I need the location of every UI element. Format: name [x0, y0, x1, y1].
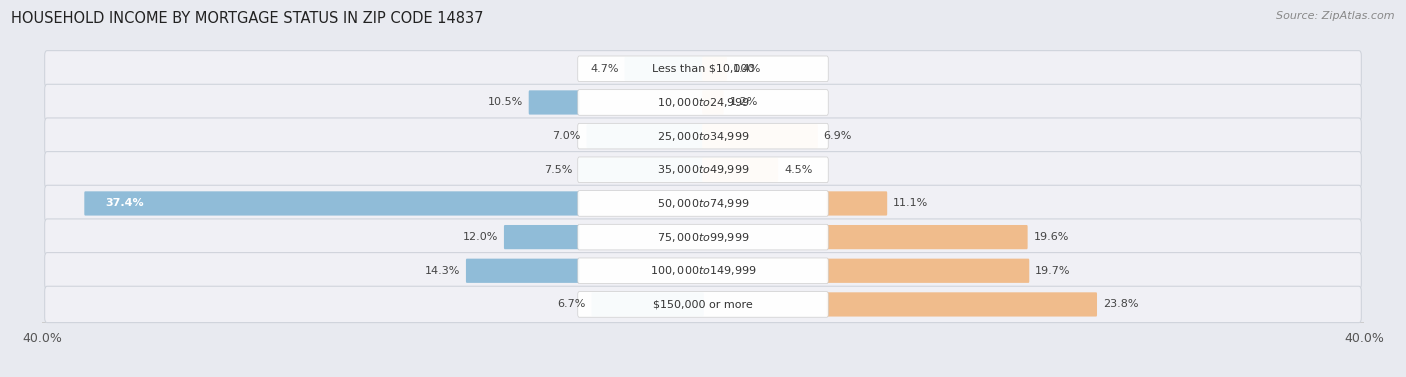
- FancyBboxPatch shape: [702, 90, 724, 115]
- FancyBboxPatch shape: [702, 57, 727, 81]
- FancyBboxPatch shape: [578, 224, 828, 250]
- Text: 23.8%: 23.8%: [1102, 299, 1139, 310]
- FancyBboxPatch shape: [578, 56, 828, 81]
- FancyBboxPatch shape: [578, 191, 828, 216]
- FancyBboxPatch shape: [578, 90, 828, 115]
- Text: 6.7%: 6.7%: [557, 299, 586, 310]
- Text: $50,000 to $74,999: $50,000 to $74,999: [657, 197, 749, 210]
- FancyBboxPatch shape: [578, 292, 828, 317]
- Text: 19.7%: 19.7%: [1035, 266, 1070, 276]
- FancyBboxPatch shape: [578, 158, 704, 182]
- Text: 7.5%: 7.5%: [544, 165, 572, 175]
- FancyBboxPatch shape: [592, 292, 704, 317]
- FancyBboxPatch shape: [45, 84, 1361, 121]
- Text: $75,000 to $99,999: $75,000 to $99,999: [657, 231, 749, 244]
- FancyBboxPatch shape: [578, 123, 828, 149]
- Text: 6.9%: 6.9%: [824, 131, 852, 141]
- Text: 7.0%: 7.0%: [553, 131, 581, 141]
- Text: 10.5%: 10.5%: [488, 98, 523, 107]
- Text: 37.4%: 37.4%: [105, 198, 143, 208]
- FancyBboxPatch shape: [45, 51, 1361, 87]
- FancyBboxPatch shape: [45, 185, 1361, 222]
- FancyBboxPatch shape: [624, 57, 704, 81]
- FancyBboxPatch shape: [45, 152, 1361, 188]
- Text: 4.5%: 4.5%: [785, 165, 813, 175]
- FancyBboxPatch shape: [827, 192, 887, 216]
- FancyBboxPatch shape: [586, 124, 704, 148]
- FancyBboxPatch shape: [578, 157, 828, 182]
- Text: 11.1%: 11.1%: [893, 198, 928, 208]
- FancyBboxPatch shape: [503, 225, 579, 249]
- Text: 14.3%: 14.3%: [425, 266, 460, 276]
- Text: $10,000 to $24,999: $10,000 to $24,999: [657, 96, 749, 109]
- Text: $25,000 to $34,999: $25,000 to $34,999: [657, 130, 749, 143]
- Text: 1.2%: 1.2%: [730, 98, 758, 107]
- Text: $150,000 or more: $150,000 or more: [654, 299, 752, 310]
- FancyBboxPatch shape: [84, 192, 579, 216]
- FancyBboxPatch shape: [702, 124, 818, 148]
- FancyBboxPatch shape: [578, 258, 828, 284]
- Text: $35,000 to $49,999: $35,000 to $49,999: [657, 163, 749, 176]
- FancyBboxPatch shape: [827, 259, 1029, 283]
- Text: 19.6%: 19.6%: [1033, 232, 1069, 242]
- Text: Less than $10,000: Less than $10,000: [652, 64, 754, 74]
- FancyBboxPatch shape: [827, 225, 1028, 249]
- Text: 12.0%: 12.0%: [463, 232, 498, 242]
- FancyBboxPatch shape: [45, 219, 1361, 255]
- FancyBboxPatch shape: [45, 286, 1361, 323]
- FancyBboxPatch shape: [465, 259, 579, 283]
- Text: 4.7%: 4.7%: [591, 64, 619, 74]
- FancyBboxPatch shape: [702, 158, 778, 182]
- FancyBboxPatch shape: [827, 292, 1097, 317]
- Text: Source: ZipAtlas.com: Source: ZipAtlas.com: [1277, 11, 1395, 21]
- FancyBboxPatch shape: [529, 90, 579, 115]
- Text: $100,000 to $149,999: $100,000 to $149,999: [650, 264, 756, 277]
- Text: 1.4%: 1.4%: [733, 64, 761, 74]
- FancyBboxPatch shape: [45, 118, 1361, 154]
- FancyBboxPatch shape: [45, 253, 1361, 289]
- Text: HOUSEHOLD INCOME BY MORTGAGE STATUS IN ZIP CODE 14837: HOUSEHOLD INCOME BY MORTGAGE STATUS IN Z…: [11, 11, 484, 26]
